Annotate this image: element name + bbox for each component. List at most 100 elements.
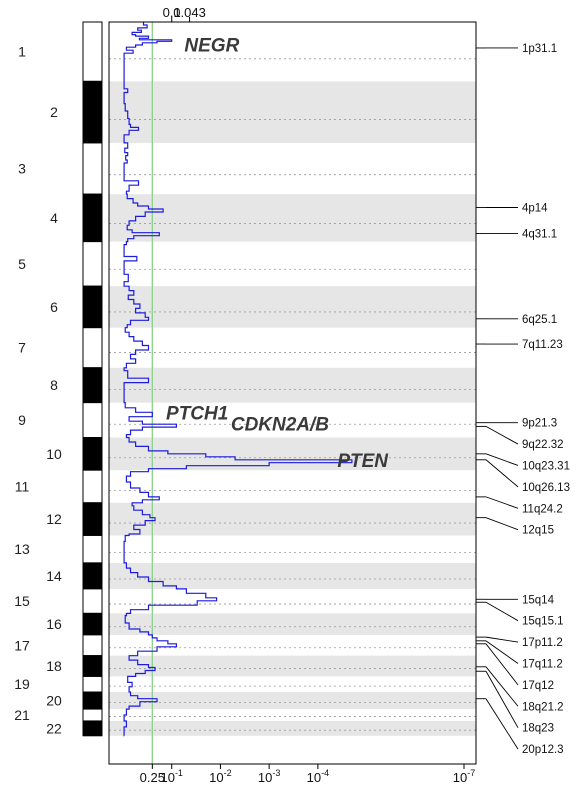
- peak-label: 7q11.23: [522, 339, 563, 351]
- chromosome-label: 21: [14, 707, 30, 723]
- chromosome-band-shade: [109, 286, 476, 328]
- ideogram-segment: [82, 534, 103, 564]
- peak-leader-line: [485, 666, 519, 707]
- peak-leader-line: [485, 671, 519, 728]
- bottom-tick-label: 10-4: [307, 768, 329, 785]
- chromosome-band-shade: [109, 613, 476, 635]
- chromosome-band-shade: [109, 502, 476, 536]
- chromosome-band-shade: [109, 720, 476, 736]
- chromosome-label: 7: [18, 340, 26, 356]
- ideogram-segment: [82, 241, 103, 287]
- ideogram-segment: [82, 634, 103, 657]
- chromosome-label: 15: [14, 593, 30, 609]
- peak-label: 17p11.2: [522, 637, 563, 649]
- top-tick-label: 0.1: [163, 5, 181, 20]
- chromosome-band-shade: [109, 692, 476, 710]
- peak-label: 17q11.2: [522, 658, 563, 670]
- ideogram-segment: [82, 469, 103, 504]
- deletion-signal-line: [123, 21, 353, 737]
- chromosome-label: 8: [50, 377, 58, 393]
- peak-label: 9q22.32: [522, 439, 564, 451]
- chromosome-band-shade: [109, 367, 476, 403]
- peak-annotations: 1p31.1 4p14 4q31.1 6q25.1 7q11.23 9p21.3 9q22.…: [476, 43, 570, 756]
- peak-label: 12q15: [522, 525, 554, 537]
- ideogram-segment: [82, 402, 103, 439]
- peak-label: 17q12: [522, 680, 554, 692]
- peak-leader-line: [485, 601, 519, 622]
- chromosome-label: 3: [18, 161, 26, 177]
- ideogram-segment: [82, 691, 103, 710]
- peak-label: 4p14: [522, 203, 548, 215]
- ideogram-segment: [82, 327, 103, 369]
- bottom-tick-label: 10-2: [209, 768, 231, 785]
- gene-label: CDKN2A/B: [231, 414, 329, 435]
- plot-frame: [108, 21, 477, 765]
- chromosome-label: 14: [46, 568, 62, 584]
- peak-label: 18q21.2: [522, 701, 564, 713]
- chromosome-label: 20: [46, 693, 62, 709]
- chromosome-label: 1: [18, 44, 26, 60]
- chromosome-label: 12: [46, 511, 62, 527]
- peak-label: 10q23.31: [522, 460, 570, 472]
- chromosome-label: 4: [50, 210, 58, 226]
- bottom-tick-label: 10-3: [258, 768, 280, 785]
- peak-label: 15q15.1: [522, 616, 564, 628]
- chromosome-label: 11: [15, 478, 30, 494]
- gene-label: PTCH1: [166, 403, 228, 424]
- bottom-tick-label: 10-1: [160, 768, 182, 785]
- peak-label: 15q14: [522, 594, 555, 606]
- peak-label: 18q23: [522, 723, 554, 735]
- peak-leader-line: [485, 459, 519, 488]
- peak-leader-line: [485, 636, 519, 643]
- chromosome-band-shade: [109, 81, 476, 143]
- bottom-tick-label: 10-7: [453, 768, 475, 785]
- peak-leader-line: [485, 453, 519, 466]
- peak-leader-line: [485, 640, 519, 664]
- chromosome-label: 5: [18, 256, 26, 272]
- gene-label: NEGR: [184, 35, 239, 56]
- ideogram-segment: [82, 285, 103, 329]
- peak-leader-line: [485, 425, 519, 445]
- ideogram-segment: [82, 562, 103, 590]
- ideogram-segment: [82, 588, 103, 614]
- chromosome-label: 13: [14, 541, 30, 557]
- chromosome-label: 16: [46, 616, 62, 632]
- chromosome-band-shade: [109, 562, 476, 589]
- ideogram-segment: [82, 21, 103, 82]
- chromosome-band-shade: [109, 655, 476, 677]
- chromosome-label: 17: [14, 637, 30, 653]
- peak-label: 4q31.1: [522, 228, 557, 240]
- peak-label: 11q24.2: [522, 503, 563, 515]
- band-shading-layer: [109, 81, 476, 736]
- chromosome-label: 2: [50, 104, 58, 120]
- ideogram-segment: [82, 612, 103, 636]
- top-tick-label: 0.043: [173, 5, 206, 20]
- chromosome-band-shade: [109, 194, 476, 242]
- ideogram-segment: [82, 367, 103, 404]
- peak-leader-line: [485, 496, 519, 509]
- ideogram-segment: [82, 502, 103, 536]
- ideogram: [82, 21, 103, 737]
- peak-leader-line: [485, 517, 519, 531]
- chromosome-label: 22: [46, 720, 62, 736]
- ideogram-segment: [82, 675, 103, 693]
- peak-leader-line: [485, 698, 519, 750]
- peak-label: 20p12.3: [522, 744, 564, 756]
- ideogram-segment: [82, 142, 103, 195]
- peak-label: 9p21.3: [522, 418, 557, 430]
- chromosome-band-shade: [109, 437, 476, 471]
- chromosome-label: 9: [18, 412, 26, 428]
- ideogram-segment: [82, 80, 103, 144]
- gene-label: PTEN: [337, 451, 389, 472]
- peak-leader-line: [485, 643, 519, 686]
- chromosome-label: 10: [46, 446, 62, 462]
- chromosome-label: 6: [50, 299, 58, 315]
- ideogram-segment: [82, 655, 103, 677]
- peak-label: 10q26.13: [522, 482, 570, 494]
- ideogram-segment: [82, 720, 103, 737]
